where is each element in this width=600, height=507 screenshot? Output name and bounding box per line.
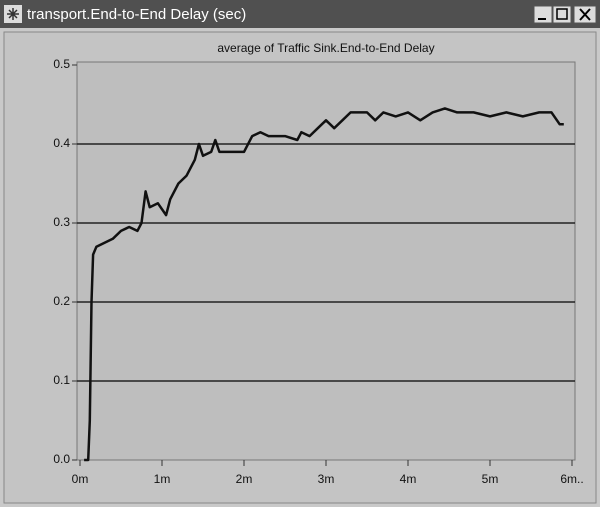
y-tick-label: 0.1	[53, 373, 70, 387]
title-bar	[0, 0, 600, 28]
x-tick-label: 6m..	[560, 472, 583, 486]
x-tick-label: 1m	[154, 472, 171, 486]
close-button[interactable]	[573, 5, 597, 24]
y-tick-label: 0.3	[53, 215, 70, 229]
x-tick-label: 5m	[482, 472, 499, 486]
chart-title: average of Traffic Sink.End-to-End Delay	[217, 41, 434, 55]
data-line	[84, 107, 564, 462]
x-tick-label: 2m	[236, 472, 253, 486]
y-tick-label: 0.2	[53, 294, 70, 308]
x-tick-label: 3m	[318, 472, 335, 486]
x-tick-label: 0m	[72, 472, 89, 486]
y-tick-label: 0.4	[53, 136, 70, 150]
y-tick-label: 0.0	[53, 452, 70, 466]
plot-area	[76, 61, 576, 461]
x-tick-label: 4m	[400, 472, 417, 486]
y-tick-label: 0.5	[53, 57, 70, 71]
maximize-button[interactable]	[552, 5, 572, 24]
window-icon-glyph	[7, 8, 19, 20]
window-title: transport.End-to-End Delay (sec)	[27, 6, 246, 23]
minimize-button[interactable]	[533, 5, 553, 24]
